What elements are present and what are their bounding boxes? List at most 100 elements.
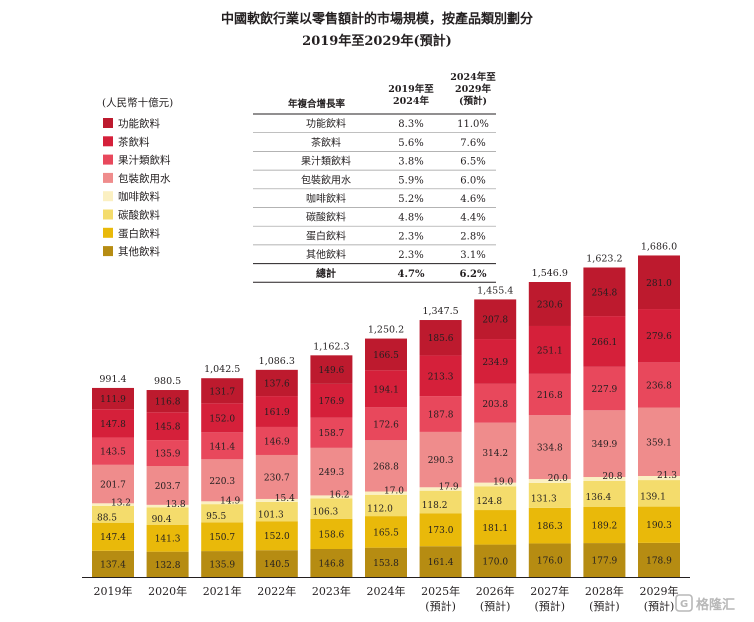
bar-label-2028年-其他飲料: 177.9 [592,557,618,567]
cagr-total-c1: 4.7% [398,269,425,280]
bar-2021年-果汁類飲料 [201,432,244,460]
bar-2025年-其他飲料 [419,546,462,577]
bar-label-2020年-包裝飲用水: 203.7 [155,482,181,492]
bar-2025年-碳酸飲料 [419,490,462,514]
bar-2020年-功能飲料 [146,390,189,413]
bar-total-2023年: 1,162.3 [313,341,349,352]
bar-label-2022年-茶飲料: 161.9 [264,408,290,418]
legend-swatch-6 [103,227,113,238]
cagr-row-c1-7: 2.3% [398,250,423,261]
bar-label-2022年-其他飲料: 140.5 [264,560,290,570]
g-logo-letter: G [680,599,688,610]
bar-label-2025年-碳酸飲料: 118.2 [422,501,448,511]
bar-total-2028年: 1,623.2 [586,253,622,264]
bar-2024年-咖啡飲料 [365,491,407,495]
bar-label-2025年-蛋白飲料: 173.0 [428,526,454,536]
bar-2024年-果汁類飲料 [365,407,407,441]
cagr-col1-header-line2: 2024年 [393,95,429,107]
bar-2028年-茶飲料 [583,316,626,367]
bar-label-2029年-咖啡飲料: 21.3 [657,471,677,481]
bar-label-2025年-其他飲料: 161.4 [428,558,454,568]
bar-label-2026年-碳酸飲料: 124.8 [476,497,502,507]
bar-label-2027年-蛋白飲料: 186.3 [537,522,563,532]
bar-2029年-茶飲料 [638,309,680,363]
cagr-row-c1-6: 2.3% [398,231,423,242]
bar-2019年-蛋白飲料 [92,522,134,551]
bar-2026年-其他飲料 [474,544,517,577]
bar-label-2023年-果汁類飲料: 158.7 [319,429,345,439]
bar-label-2028年-碳酸飲料: 136.4 [586,493,612,503]
bar-2022年-果汁類飲料 [255,426,298,455]
legend-label-3: 包裝飲用水 [118,172,171,185]
cagr-row-name-3: 包裝飲用水 [301,173,351,186]
bar-label-2026年-果汁類飲料: 203.8 [482,400,508,410]
bar-2019年-咖啡飲料 [92,503,134,506]
bar-label-2024年-包裝飲用水: 268.8 [373,462,399,472]
bar-2023年-碳酸飲料 [310,498,353,519]
cagr-row-c2-7: 3.1% [460,250,485,261]
bar-label-2020年-茶飲料: 145.8 [155,423,181,433]
legend-label-7: 其他飲料 [118,245,160,258]
bar-2021年-咖啡飲料 [201,501,244,505]
bar-2024年-茶飲料 [365,370,407,408]
cagr-row-c1-2: 3.8% [398,157,423,168]
x-tick-note-10: (預計) [644,599,675,613]
x-tick-note-9: (預計) [589,599,620,613]
bar-2022年-其他飲料 [255,550,298,577]
bar-2019年-碳酸飲料 [92,505,134,523]
bar-label-2025年-包裝飲用水: 290.3 [428,456,454,466]
bar-label-2028年-茶飲料: 266.1 [592,338,618,348]
bar-2021年-包裝飲用水 [201,459,244,502]
bar-2027年-碳酸飲料 [528,482,571,508]
bar-label-2027年-咖啡飲料: 20.0 [548,474,568,484]
bar-total-2022年: 1,086.3 [259,356,295,367]
bar-label-2029年-蛋白飲料: 190.3 [646,521,672,531]
bar-2027年-果汁類飲料 [528,373,571,416]
bar-label-2027年-果汁類飲料: 216.8 [537,391,563,401]
bar-2027年-其他飲料 [528,543,571,577]
bar-label-2026年-其他飲料: 170.0 [482,557,508,567]
bar-label-2028年-功能飲料: 254.8 [592,288,618,298]
bar-label-2027年-茶飲料: 251.1 [537,346,563,356]
bar-2028年-果汁類飲料 [583,366,626,411]
bar-label-2024年-果汁類飲料: 172.6 [373,420,399,430]
bar-2020年-咖啡飲料 [146,504,189,508]
bar-label-2027年-碳酸飲料: 131.3 [531,494,557,504]
bar-2029年-蛋白飲料 [638,506,680,543]
bar-label-2023年-碳酸飲料: 106.3 [313,508,339,518]
bar-label-2025年-功能飲料: 185.6 [428,334,454,344]
cagr-col2-header-line1: 2024年至 [450,71,496,83]
bar-2025年-咖啡飲料 [419,487,462,491]
cagr-row-name-4: 咖啡飲料 [306,192,346,205]
bar-2020年-茶飲料 [146,412,189,441]
bar-label-2019年-碳酸飲料: 88.5 [97,513,117,523]
bar-label-2022年-蛋白飲料: 152.0 [264,532,290,542]
x-tick-9: 2028年 [585,584,624,598]
watermark-text: 格隆汇 [696,597,735,613]
unit-label: (人民幣十億元) [102,96,173,109]
bar-label-2021年-蛋白飲料: 150.7 [209,533,235,543]
bar-2022年-碳酸飲料 [255,501,298,522]
bar-label-2020年-果汁類飲料: 135.9 [155,450,181,460]
bar-label-2023年-咖啡飲料: 16.2 [329,490,349,500]
legend-swatch-2 [103,154,113,165]
bar-label-2024年-咖啡飲料: 17.0 [384,487,404,497]
bar-2020年-其他飲料 [146,551,189,577]
bar-total-2024年: 1,250.2 [368,325,404,336]
chart-subtitle: 2019年至2029年(預計) [302,33,452,49]
bar-2022年-咖啡飲料 [255,498,298,502]
bar-label-2022年-包裝飲用水: 230.7 [264,473,290,483]
cagr-row-c2-2: 6.5% [460,157,485,168]
x-tick-3: 2022年 [257,584,296,598]
bar-2025年-蛋白飲料 [419,513,462,547]
x-tick-10: 2029年 [640,584,679,598]
bar-2019年-功能飲料 [92,387,134,410]
bar-area: 137.4 147.4 88.5 13.2 201.7 143.5 147.8 111.9 99… [92,241,680,577]
bar-label-2029年-包裝飲用水: 359.1 [646,438,672,448]
legend-label-5: 碳酸飲料 [118,209,160,222]
bar-label-2022年-咖啡飲料: 15.4 [275,494,295,504]
bar-label-2019年-果汁類飲料: 143.5 [100,448,126,458]
bar-label-2020年-碳酸飲料: 90.4 [152,515,172,525]
x-tick-note-8: (預計) [535,599,566,613]
bar-2026年-包裝飲用水 [474,422,517,483]
